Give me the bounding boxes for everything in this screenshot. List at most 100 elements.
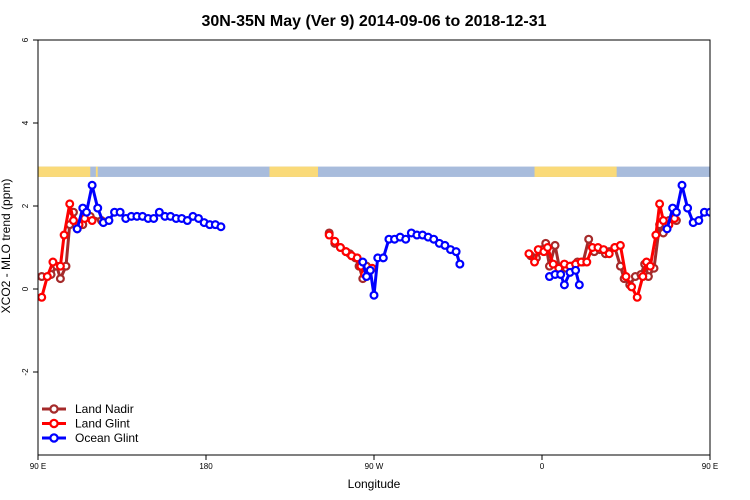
y-tick-label: 4	[21, 120, 30, 125]
data-point	[524, 249, 534, 259]
data-point	[352, 253, 362, 263]
data-point	[604, 249, 614, 259]
data-point	[324, 230, 334, 240]
data-point	[655, 199, 665, 209]
data-point	[362, 272, 372, 282]
data-point	[194, 213, 204, 223]
x-tick-label: 180	[199, 462, 213, 471]
x-axis-label: Longitude	[348, 477, 401, 491]
data-point	[93, 203, 103, 213]
legend-marker	[49, 433, 59, 443]
ocean-band	[38, 166, 710, 177]
legend-marker	[49, 418, 59, 429]
data-point	[38, 292, 47, 302]
data-point	[378, 253, 388, 263]
data-point	[627, 282, 637, 292]
data-point	[621, 272, 631, 282]
data-point	[149, 213, 159, 223]
land-band-segment	[710, 167, 750, 177]
data-point	[658, 216, 668, 226]
data-point	[632, 292, 642, 302]
data-point	[543, 243, 553, 253]
data-point	[104, 216, 114, 226]
data-point	[683, 203, 693, 213]
data-point	[455, 259, 465, 269]
x-tick-label: 90 W	[365, 462, 384, 471]
data-point	[584, 234, 594, 244]
data-point	[651, 230, 661, 240]
x-tick-label: 0	[540, 462, 545, 471]
data-point	[638, 272, 648, 282]
data-point	[712, 215, 719, 222]
land-band-segment	[95, 166, 98, 177]
data-point	[65, 199, 75, 209]
legend-item: Ocean Glint	[42, 431, 139, 445]
data-point	[574, 280, 584, 290]
y-tick-label: 2	[21, 203, 30, 208]
data-point	[68, 216, 78, 226]
chart-title: 30N-35N May (Ver 9) 2014-09-06 to 2018-1…	[201, 13, 546, 30]
data-point	[55, 261, 65, 271]
data-point	[599, 245, 609, 255]
data-point	[330, 236, 340, 246]
data-point	[662, 224, 672, 234]
data-point	[72, 224, 82, 234]
data-point	[671, 207, 681, 217]
land-ocean-band	[38, 166, 750, 177]
legend-label: Land Nadir	[75, 402, 134, 416]
data-point	[369, 290, 379, 300]
legend-label: Ocean Glint	[75, 431, 139, 445]
land-band-segment	[269, 166, 318, 177]
data-point	[42, 272, 52, 282]
data-point	[48, 257, 58, 267]
data-point	[55, 274, 65, 284]
data-point	[59, 230, 69, 240]
data-point	[182, 216, 192, 226]
data-point	[615, 240, 625, 250]
legend-label: Land Glint	[75, 417, 130, 431]
legend-item: Land Nadir	[42, 402, 134, 416]
data-point	[401, 234, 411, 244]
data-point	[451, 247, 461, 257]
data-point	[645, 261, 655, 271]
data-point	[216, 222, 226, 232]
y-tick-label: -2	[21, 368, 30, 376]
y-tick-label: 6	[21, 37, 30, 42]
data-point	[548, 259, 558, 269]
data-point	[694, 216, 704, 226]
series-ocean-glint	[72, 180, 730, 300]
x-tick-label: 90 E	[30, 462, 46, 471]
y-tick-label: 0	[21, 286, 30, 291]
data-point	[82, 207, 92, 217]
x-tick-label: 90 E	[702, 462, 718, 471]
data-point	[559, 280, 569, 290]
data-point	[530, 257, 540, 267]
data-point	[87, 180, 97, 190]
data-point	[723, 213, 730, 220]
legend-item: Land Glint	[42, 417, 130, 431]
data-point	[429, 234, 439, 244]
land-band-segment	[534, 166, 617, 177]
data-point	[358, 257, 368, 267]
data-point	[154, 207, 164, 217]
data-point	[335, 243, 345, 253]
y-axis-label: XCO2 - MLO trend (ppm)	[0, 179, 13, 314]
y-axis: -2 0 2 4 6	[21, 37, 38, 376]
land-band-segment	[38, 166, 91, 177]
data-point	[365, 265, 375, 275]
data-point	[677, 180, 687, 190]
data-point	[440, 240, 450, 250]
data-point	[115, 207, 125, 217]
series-layer	[38, 180, 730, 302]
data-point	[718, 213, 725, 220]
data-point	[556, 269, 566, 279]
series-land-nadir	[38, 207, 681, 290]
data-point	[341, 247, 351, 257]
data-point	[571, 265, 581, 275]
data-point	[550, 240, 560, 250]
legend-marker	[49, 404, 59, 414]
data-point	[87, 216, 97, 226]
